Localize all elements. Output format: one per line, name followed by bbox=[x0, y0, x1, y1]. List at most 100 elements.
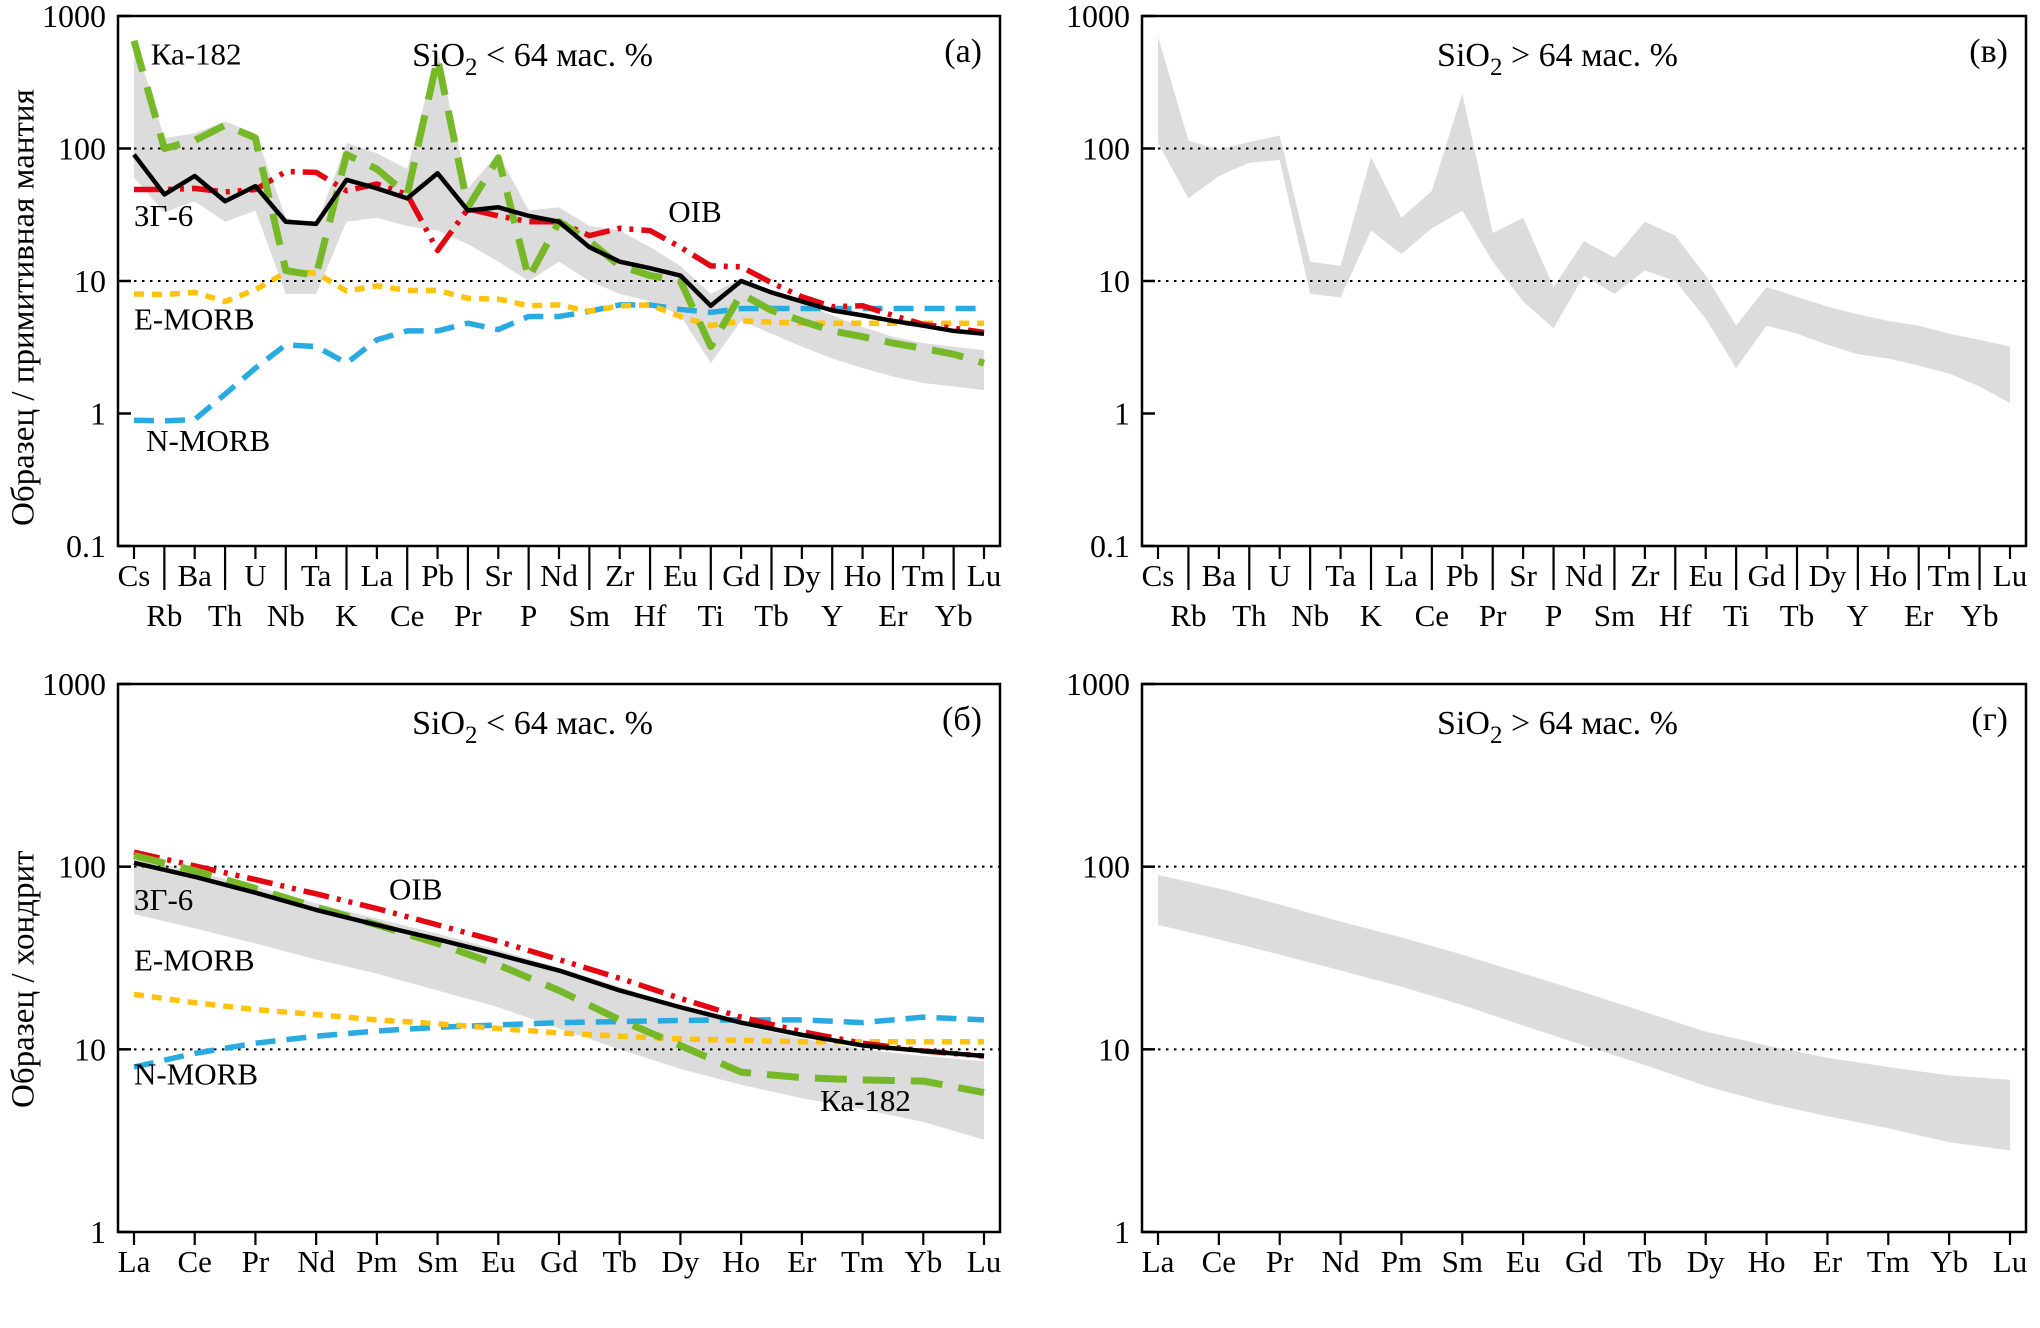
x-tick-label: La bbox=[1385, 558, 1418, 593]
x-tick-label: Pb bbox=[421, 558, 454, 593]
x-tick-label: La bbox=[118, 1244, 151, 1279]
x-tick-label: Pr bbox=[1266, 1244, 1294, 1279]
x-tick-label: Sr bbox=[1509, 558, 1537, 593]
series-line-OIB bbox=[133, 849, 985, 1059]
sample-field-band bbox=[134, 857, 984, 1140]
x-tick-label: U bbox=[1269, 558, 1291, 593]
panel-letter: (б) bbox=[942, 701, 982, 738]
x-tick-label: Dy bbox=[1808, 558, 1846, 593]
series-line-N-MORB bbox=[133, 302, 984, 424]
x-tick-label: Yb bbox=[935, 598, 973, 633]
series-label: E-MORB bbox=[134, 302, 255, 337]
x-tick-label: Yb bbox=[1930, 1244, 1968, 1279]
x-tick-label: Cs bbox=[1142, 558, 1175, 593]
x-tick-label: Pr bbox=[242, 1244, 270, 1279]
x-tick-label: Rb bbox=[1170, 598, 1206, 633]
x-tick-label: Pr bbox=[454, 598, 482, 633]
x-tick-label: Sm bbox=[1594, 598, 1635, 633]
x-tick-label: K bbox=[1360, 598, 1383, 633]
x-tick-label: Ti bbox=[698, 598, 725, 633]
x-tick-label: Zr bbox=[605, 558, 635, 593]
x-tick-label: Dy bbox=[1687, 1244, 1725, 1279]
y-tick-label: 10 bbox=[1098, 1031, 1130, 1067]
x-tick-label: Pr bbox=[1479, 598, 1507, 633]
x-tick-label: Pm bbox=[1381, 1244, 1422, 1279]
x-tick-label: Tm bbox=[1867, 1244, 1910, 1279]
x-tick-label: Gd bbox=[1748, 558, 1786, 593]
x-tick-label: Sr bbox=[484, 558, 512, 593]
y-tick-label: 100 bbox=[1082, 131, 1130, 167]
series-line-ЗГ-6 bbox=[132, 153, 985, 336]
series-label: E-MORB bbox=[134, 943, 255, 978]
y-tick-label: 1 bbox=[90, 396, 106, 432]
x-tick-label: Hf bbox=[1659, 598, 1692, 633]
x-tick-label: Dy bbox=[661, 1244, 699, 1279]
x-tick-label: Y bbox=[1847, 598, 1869, 633]
x-tick-label: Nd bbox=[297, 1244, 335, 1279]
panel-title: SiO2 < 64 мас. % bbox=[412, 37, 653, 81]
chart-panel-b: 1000 100 10 1 La Ce Pr Nd Pm Sm Eu Gd Tb Dy Ho Er Tm Yb Lu… bbox=[42, 666, 1002, 1279]
x-tick-label: Tb bbox=[1780, 598, 1814, 633]
x-tick-label: Sm bbox=[569, 598, 610, 633]
x-tick-label: Sm bbox=[417, 1244, 458, 1279]
x-tick-label: Tb bbox=[602, 1244, 636, 1279]
series-label: N-MORB bbox=[146, 423, 270, 458]
series-label: ЗГ-6 bbox=[134, 198, 193, 233]
x-tick-label: Eu bbox=[1506, 1244, 1540, 1279]
x-tick-label: Ti bbox=[1723, 598, 1750, 633]
x-tick-label: Er bbox=[787, 1244, 817, 1279]
x-tick-label: Eu bbox=[1688, 558, 1722, 593]
x-tick-label: P bbox=[1545, 598, 1562, 633]
x-tick-label: Ce bbox=[1415, 598, 1449, 633]
x-tick-label: Nd bbox=[1565, 558, 1603, 593]
y-tick-label: 100 bbox=[1082, 849, 1130, 885]
y-tick-label: 10 bbox=[74, 263, 106, 299]
panel-letter: (г) bbox=[1971, 701, 2008, 738]
y-tick-label: 1000 bbox=[42, 666, 106, 702]
x-tick-label: Zr bbox=[1630, 558, 1660, 593]
x-tick-label: Nd bbox=[1322, 1244, 1360, 1279]
y-tick-label: 0.1 bbox=[66, 528, 106, 564]
series-label: OIB bbox=[389, 872, 442, 907]
sample-field-band bbox=[134, 38, 984, 391]
y-tick-label: 100 bbox=[58, 849, 106, 885]
series-line-E-MORB bbox=[133, 269, 984, 329]
x-tick-label: Tb bbox=[1628, 1244, 1662, 1279]
x-tick-label: Ba bbox=[1202, 558, 1237, 593]
panel-title: SiO2 > 64 мас. % bbox=[1437, 705, 1678, 749]
x-tick-label: Lu bbox=[967, 1244, 1001, 1279]
x-tick-label: Ce bbox=[1202, 1244, 1236, 1279]
y-tick-label: 10 bbox=[1098, 263, 1130, 299]
x-tick-label: Pb bbox=[1446, 558, 1479, 593]
x-tick-label: Er bbox=[1813, 1244, 1843, 1279]
x-tick-label: Th bbox=[208, 598, 243, 633]
series-label: OIB bbox=[668, 194, 721, 229]
x-tick-label: Yb bbox=[904, 1244, 942, 1279]
x-tick-label: Lu bbox=[967, 558, 1001, 593]
plot-frame bbox=[1140, 682, 2028, 1234]
x-tick-label: Ho bbox=[844, 558, 882, 593]
x-tick-label: Tm bbox=[841, 1244, 884, 1279]
panel-letter: (а) bbox=[944, 33, 982, 70]
x-tick-label: K bbox=[335, 598, 358, 633]
x-tick-label: Dy bbox=[783, 558, 821, 593]
x-tick-label: Ho bbox=[1869, 558, 1907, 593]
x-tick-label: La bbox=[1142, 1244, 1175, 1279]
series-line-Ка-182 bbox=[133, 852, 985, 1096]
x-tick-label: Gd bbox=[540, 1244, 578, 1279]
chart-panel-g: 1000 100 10 1 La Ce Pr Nd Pm Sm Eu Gd Tb Dy Ho Er Tm Yb Lu… bbox=[1066, 666, 2028, 1279]
y-tick-label: 100 bbox=[58, 131, 106, 167]
series-label: Ка-182 bbox=[820, 1083, 911, 1118]
x-tick-label: Ta bbox=[1325, 558, 1356, 593]
x-tick-label: Lu bbox=[1993, 1244, 2027, 1279]
sample-field-band bbox=[1158, 875, 2010, 1151]
series-label: N-MORB bbox=[134, 1057, 258, 1092]
x-tick-label: Ce bbox=[390, 598, 424, 633]
panel-letter: (в) bbox=[1969, 33, 2008, 70]
x-tick-label: Rb bbox=[146, 598, 182, 633]
series-label: ЗГ-6 bbox=[134, 882, 193, 917]
x-tick-label: Eu bbox=[663, 558, 697, 593]
x-tick-label: Er bbox=[878, 598, 908, 633]
y-tick-label: 1 bbox=[1114, 1214, 1130, 1250]
